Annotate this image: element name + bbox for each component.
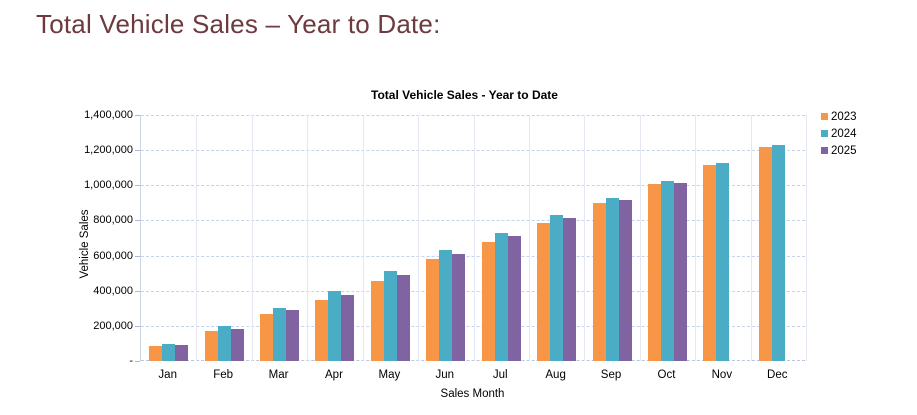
- y-axis-tick: [135, 185, 140, 187]
- bar-2023-dec: [758, 146, 772, 361]
- bar-2025-mar: [286, 309, 300, 361]
- bar-2023-jun: [426, 259, 440, 361]
- bar-2023-oct: [647, 184, 661, 361]
- y-tick-label: 1,000,000: [84, 179, 133, 192]
- y-gridline: [141, 255, 805, 257]
- category-separator-line: [639, 115, 641, 361]
- legend-label-2023: 2023: [831, 110, 857, 123]
- bar-2023-sep: [592, 202, 606, 361]
- bar-2024-feb: [217, 326, 231, 361]
- x-axis-baseline: [141, 360, 805, 361]
- bar-2025-jan: [175, 345, 189, 361]
- bar-2023-feb: [204, 331, 218, 361]
- category-separator-line: [251, 115, 253, 361]
- legend-item-2025: 2025: [821, 142, 857, 159]
- page-title: Total Vehicle Sales – Year to Date:: [36, 9, 441, 39]
- bar-2024-mar: [273, 307, 287, 361]
- bar-2025-jul: [507, 236, 521, 361]
- bar-2025-aug: [563, 218, 577, 361]
- x-tick-label-jun: Jun: [435, 369, 455, 381]
- y-axis-tick: [135, 290, 140, 292]
- category-separator-line: [584, 115, 586, 361]
- chart-title: Total Vehicle Sales - Year to Date: [371, 88, 558, 102]
- bar-2023-jan: [149, 346, 163, 361]
- x-tick-label-oct: Oct: [657, 369, 676, 381]
- bar-2023-mar: [260, 313, 274, 361]
- bar-2023-apr: [315, 299, 329, 361]
- legend-swatch-2024: [821, 130, 828, 137]
- x-tick-label-may: May: [378, 369, 401, 381]
- bar-2025-feb: [230, 328, 244, 361]
- legend-label-2024: 2024: [831, 127, 857, 140]
- y-axis-tick: [135, 325, 140, 327]
- x-tick-label-dec: Dec: [767, 369, 788, 381]
- y-axis-tick: [135, 150, 140, 152]
- x-tick-label-apr: Apr: [325, 369, 343, 381]
- x-axis-title: Sales Month: [440, 388, 505, 400]
- legend-swatch-2025: [821, 147, 828, 154]
- y-axis-tick: [135, 115, 140, 116]
- x-tick-label-nov: Nov: [711, 369, 733, 381]
- y-tick-label: 600,000: [93, 249, 133, 262]
- y-axis-tick: [135, 255, 140, 257]
- category-separator-line: [750, 115, 752, 361]
- category-separator-line: [695, 115, 697, 361]
- y-tick-label: 200,000: [93, 319, 133, 332]
- category-separator-line: [418, 115, 420, 361]
- legend-swatch-2023: [821, 113, 828, 120]
- x-tick-label-jul: Jul: [492, 369, 508, 381]
- legend-item-2024: 2024: [821, 125, 857, 142]
- category-separator-line: [528, 115, 530, 361]
- y-tick-label: 1,400,000: [84, 109, 133, 121]
- bar-2024-nov: [716, 163, 730, 361]
- x-tick-label-mar: Mar: [268, 369, 289, 381]
- plot-area: [140, 115, 807, 361]
- y-tick-label: -: [129, 355, 133, 367]
- category-separator-line: [362, 115, 364, 361]
- bar-2025-jun: [452, 254, 466, 361]
- y-axis-tick: [135, 220, 140, 222]
- bar-2024-jul: [494, 232, 508, 361]
- category-separator-line: [196, 115, 198, 361]
- bar-2024-dec: [771, 145, 785, 361]
- legend-label-2025: 2025: [831, 144, 857, 157]
- category-separator-line: [473, 115, 475, 361]
- bar-2024-sep: [605, 198, 619, 361]
- y-tick-label: 400,000: [93, 284, 133, 297]
- bar-2024-jan: [162, 344, 176, 361]
- bar-2025-apr: [341, 294, 355, 361]
- bar-2023-jul: [481, 242, 495, 361]
- y-gridline: [141, 290, 805, 292]
- bar-2024-jun: [439, 249, 453, 361]
- legend-item-2023: 2023: [821, 108, 857, 125]
- bar-2024-apr: [328, 290, 342, 361]
- bar-2025-may: [396, 275, 410, 361]
- y-gridline: [141, 115, 805, 116]
- y-gridline: [141, 185, 805, 187]
- bar-2024-oct: [660, 180, 674, 361]
- x-tick-label-feb: Feb: [213, 369, 234, 381]
- bar-2024-may: [383, 271, 397, 361]
- category-separator-line: [307, 115, 309, 361]
- x-tick-label-sep: Sep: [600, 369, 622, 381]
- bar-2023-may: [370, 281, 384, 361]
- y-tick-label: 1,200,000: [84, 144, 133, 157]
- bar-2025-sep: [618, 200, 632, 361]
- bar-2025-oct: [673, 183, 687, 361]
- bar-2024-aug: [550, 214, 564, 361]
- y-axis-tick: [135, 361, 140, 362]
- y-gridline: [141, 150, 805, 152]
- bar-2023-nov: [703, 164, 717, 361]
- category-separator-line: [806, 115, 807, 361]
- bar-2023-aug: [537, 222, 551, 361]
- legend: 2023 2024 2025: [821, 108, 857, 159]
- x-tick-label-jan: Jan: [158, 369, 177, 381]
- x-tick-label-aug: Aug: [545, 369, 566, 381]
- y-tick-label: 800,000: [93, 214, 133, 227]
- y-gridline: [141, 325, 805, 327]
- y-gridline: [141, 220, 805, 222]
